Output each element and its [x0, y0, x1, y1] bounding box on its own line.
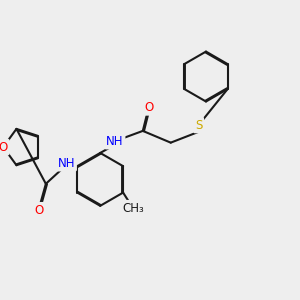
- Text: S: S: [195, 118, 202, 131]
- Text: O: O: [0, 141, 8, 154]
- Text: NH: NH: [58, 157, 75, 170]
- Text: CH₃: CH₃: [122, 202, 144, 215]
- Text: NH: NH: [106, 135, 124, 148]
- Text: O: O: [144, 101, 153, 114]
- Text: O: O: [34, 204, 43, 217]
